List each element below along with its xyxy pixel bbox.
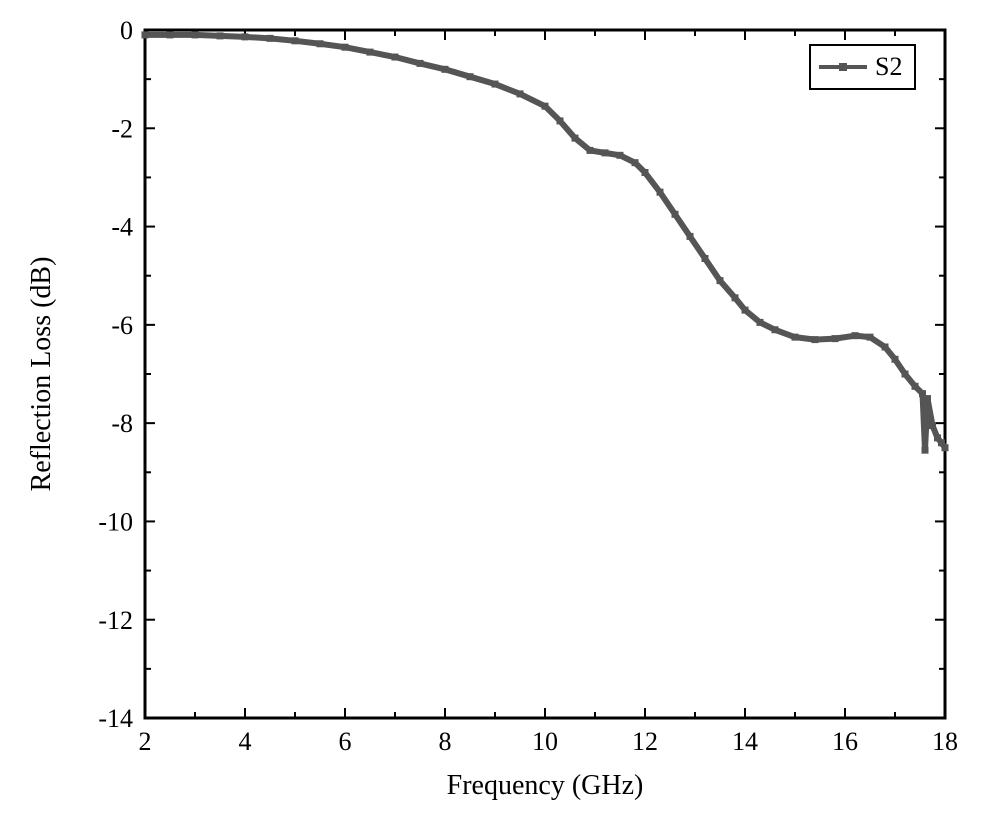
y-tick-label: -14 <box>98 704 133 733</box>
x-tick-label: 12 <box>632 727 658 756</box>
series-marker <box>702 255 709 262</box>
legend-marker <box>819 58 867 76</box>
series-marker <box>924 395 931 402</box>
series-marker <box>672 211 679 218</box>
x-tick-label: 16 <box>832 727 858 756</box>
series-marker <box>542 103 549 110</box>
chart-svg: 2 4 6 8 10 12 14 16 18 0 -2 -4 -6 -8 -10 -12 -14 Frequenc… <box>0 0 1000 837</box>
y-tick-label: 0 <box>120 16 133 45</box>
series-marker <box>812 336 819 343</box>
legend: S2 <box>809 44 916 90</box>
series-marker <box>192 31 199 38</box>
series-marker <box>467 73 474 80</box>
x-tick-label: 14 <box>732 727 758 756</box>
x-tick-label: 18 <box>932 727 958 756</box>
series-marker <box>657 189 664 196</box>
series-marker <box>942 444 949 451</box>
series-marker <box>632 159 639 166</box>
series-marker <box>492 81 499 88</box>
series-marker <box>167 31 174 38</box>
x-tick-label: 10 <box>532 727 558 756</box>
series-marker <box>772 326 779 333</box>
series-marker <box>292 37 299 44</box>
series-marker <box>587 147 594 154</box>
series-marker <box>217 32 224 39</box>
series-marker <box>317 40 324 47</box>
series-marker <box>602 149 609 156</box>
x-tick-label: 8 <box>439 727 452 756</box>
series-marker <box>242 33 249 40</box>
series-marker <box>717 277 724 284</box>
y-tick-label: -6 <box>111 311 133 340</box>
series-marker <box>687 233 694 240</box>
series-marker <box>912 383 919 390</box>
series-marker <box>572 135 579 142</box>
series-marker <box>417 60 424 67</box>
series-marker <box>732 294 739 301</box>
series-marker <box>892 356 899 363</box>
y-tick-label: -4 <box>111 213 133 242</box>
series-marker <box>142 31 149 38</box>
series-line <box>145 35 945 450</box>
series-marker <box>642 169 649 176</box>
series-marker <box>902 371 909 378</box>
y-tick-label: -10 <box>98 508 133 537</box>
series-marker <box>922 447 929 454</box>
series-marker <box>882 343 889 350</box>
series-marker <box>757 319 764 326</box>
x-tick-label: 4 <box>239 727 252 756</box>
x-tick-label: 6 <box>339 727 352 756</box>
series-marker <box>367 49 374 56</box>
x-axis-label: Frequency (GHz) <box>447 770 644 801</box>
series-marker <box>852 332 859 339</box>
y-tick-label: -8 <box>111 409 133 438</box>
legend-label: S2 <box>875 52 902 82</box>
series-marker <box>442 66 449 73</box>
series-marker <box>929 422 936 429</box>
series-marker <box>557 117 564 124</box>
series-marker <box>617 152 624 159</box>
series-marker <box>742 307 749 314</box>
series-marker <box>392 54 399 61</box>
y-tick-label: -12 <box>98 606 133 635</box>
y-tick-label: -2 <box>111 114 133 143</box>
chart-container: 2 4 6 8 10 12 14 16 18 0 -2 -4 -6 -8 -10 -12 -14 Frequenc… <box>0 0 1000 837</box>
x-tick-label: 2 <box>139 727 152 756</box>
series-marker <box>792 334 799 341</box>
series-marker <box>342 44 349 51</box>
y-axis-label: Reflection Loss (dB) <box>26 257 57 492</box>
series-marker <box>267 35 274 42</box>
series-marker <box>867 334 874 341</box>
series-marker <box>832 335 839 342</box>
series-marker <box>517 90 524 97</box>
